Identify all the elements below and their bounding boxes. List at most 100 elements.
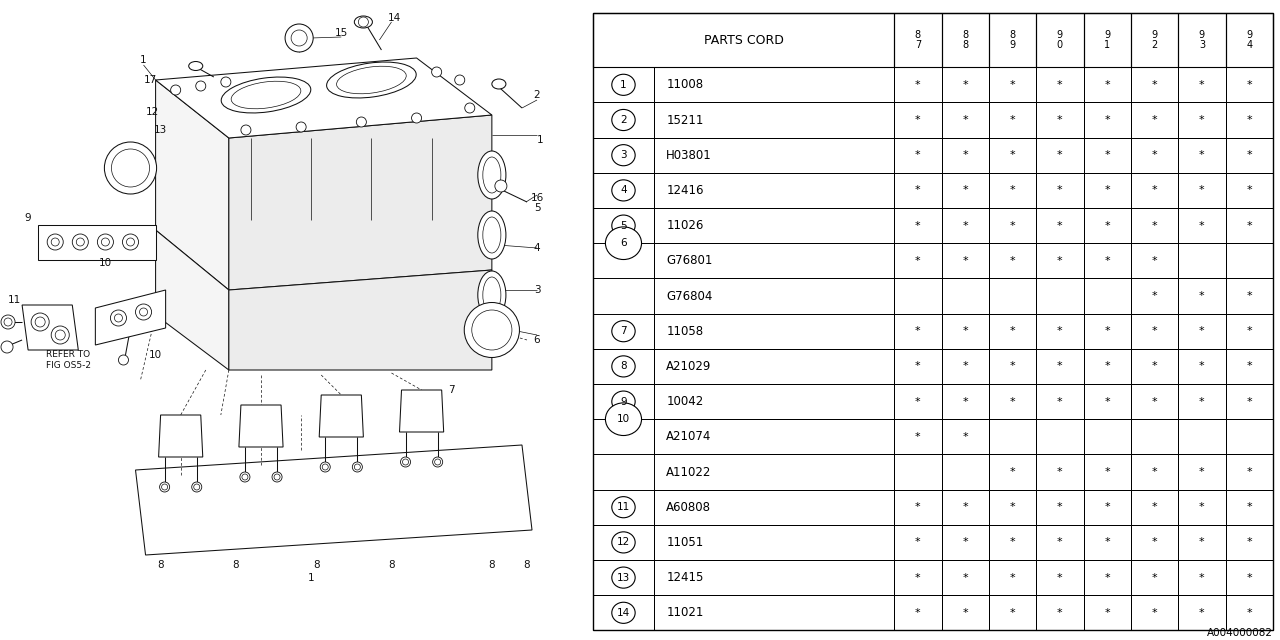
Bar [1225, 208, 1272, 243]
Text: *: * [1105, 186, 1110, 195]
Bar [1225, 419, 1272, 454]
Bar [895, 349, 942, 384]
Bar [654, 278, 895, 314]
Bar [654, 419, 895, 454]
Polygon shape [38, 225, 156, 260]
Bar [1084, 278, 1132, 314]
Circle shape [55, 330, 65, 340]
Bar [942, 490, 989, 525]
Bar [1037, 278, 1084, 314]
Text: *: * [1199, 362, 1204, 371]
Ellipse shape [472, 310, 512, 350]
Polygon shape [229, 115, 492, 290]
Text: *: * [1057, 538, 1062, 547]
Bar [1084, 13, 1132, 67]
Bar [895, 595, 942, 630]
Text: *: * [1010, 467, 1015, 477]
Bar [594, 13, 895, 67]
Bar [594, 384, 654, 419]
Text: 17: 17 [143, 75, 157, 85]
Bar [654, 454, 895, 490]
Text: 12: 12 [617, 538, 630, 547]
Text: *: * [1010, 150, 1015, 160]
Bar [989, 525, 1037, 560]
Bar [1132, 384, 1179, 419]
Polygon shape [229, 270, 492, 370]
Bar [895, 67, 942, 102]
Bar [895, 13, 942, 67]
Text: *: * [963, 186, 968, 195]
Ellipse shape [477, 151, 506, 199]
Circle shape [123, 234, 138, 250]
Ellipse shape [105, 142, 156, 194]
Circle shape [97, 234, 114, 250]
Bar [594, 67, 654, 102]
Ellipse shape [477, 211, 506, 259]
Bar [989, 13, 1037, 67]
Text: 6: 6 [534, 335, 540, 345]
Text: *: * [915, 432, 920, 442]
Text: *: * [1105, 362, 1110, 371]
Bar [989, 314, 1037, 349]
Circle shape [612, 567, 635, 588]
Circle shape [612, 74, 635, 95]
Bar [654, 243, 895, 278]
Bar [654, 314, 895, 349]
Circle shape [1, 341, 13, 353]
Bar [989, 102, 1037, 138]
Ellipse shape [337, 66, 406, 94]
Text: *: * [963, 150, 968, 160]
Bar [1225, 560, 1272, 595]
Text: *: * [1105, 150, 1110, 160]
Circle shape [612, 602, 635, 623]
Text: 16: 16 [530, 193, 544, 203]
Text: *: * [1199, 573, 1204, 582]
Text: 8: 8 [489, 560, 495, 570]
Circle shape [127, 238, 134, 246]
Text: *: * [1057, 573, 1062, 582]
Circle shape [285, 24, 314, 52]
Bar [654, 525, 895, 560]
Text: 8: 8 [388, 560, 394, 570]
Text: *: * [1152, 538, 1157, 547]
Bar [1037, 490, 1084, 525]
Bar [1037, 560, 1084, 595]
Bar [895, 454, 942, 490]
Circle shape [47, 234, 63, 250]
Text: *: * [915, 538, 920, 547]
Text: 7: 7 [448, 385, 454, 395]
Text: *: * [1199, 502, 1204, 512]
Text: 9
2: 9 2 [1152, 30, 1157, 50]
Bar [1037, 243, 1084, 278]
Text: *: * [1105, 80, 1110, 90]
Circle shape [612, 532, 635, 553]
Bar [895, 102, 942, 138]
Text: *: * [1010, 538, 1015, 547]
Circle shape [221, 77, 230, 87]
Bar [1179, 102, 1225, 138]
Circle shape [192, 482, 202, 492]
Circle shape [51, 326, 69, 344]
Bar [1084, 138, 1132, 173]
Bar [942, 243, 989, 278]
Bar [895, 525, 942, 560]
Bar [1179, 13, 1225, 67]
Bar [1037, 595, 1084, 630]
Bar [594, 560, 654, 595]
Text: *: * [1057, 326, 1062, 336]
Text: *: * [1010, 115, 1015, 125]
Text: *: * [915, 362, 920, 371]
Ellipse shape [326, 62, 416, 98]
Circle shape [454, 75, 465, 85]
Text: *: * [1247, 397, 1252, 406]
Text: *: * [1057, 186, 1062, 195]
Text: *: * [915, 150, 920, 160]
Bar [1037, 138, 1084, 173]
Bar [1132, 314, 1179, 349]
Text: 8: 8 [524, 560, 530, 570]
Text: 15211: 15211 [667, 113, 704, 127]
Text: *: * [1199, 326, 1204, 336]
Text: *: * [1152, 502, 1157, 512]
Text: *: * [1010, 256, 1015, 266]
Text: 9
4: 9 4 [1247, 30, 1252, 50]
